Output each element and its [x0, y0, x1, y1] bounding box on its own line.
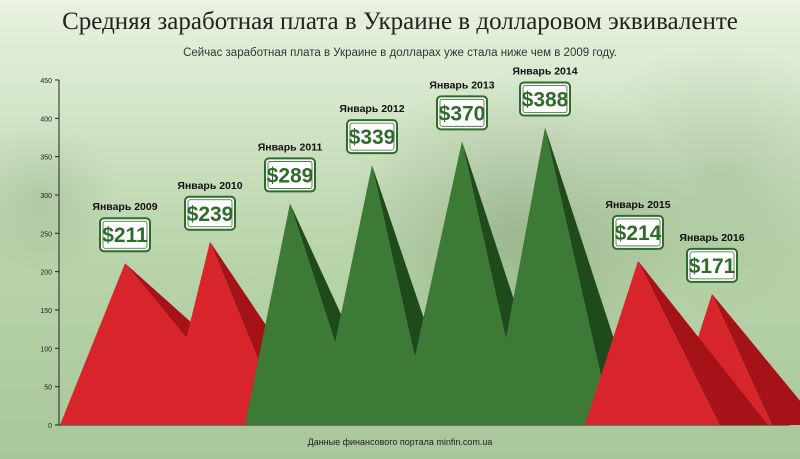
value-label: $388 [522, 89, 569, 112]
y-tick-label: 450 [40, 78, 52, 85]
peak-shadow [712, 293, 800, 425]
category-label: Январь 2011 [258, 141, 323, 153]
y-tick-label: 50 [44, 385, 52, 392]
data-peaks [60, 127, 800, 426]
value-badge-inner [615, 218, 661, 247]
value-label: $211 [102, 224, 148, 247]
value-badge [686, 247, 738, 283]
value-badge-inner [689, 251, 735, 280]
category-label: Январь 2014 [512, 66, 577, 78]
value-badge [99, 217, 151, 253]
value-badge-inner [349, 122, 395, 151]
y-tick-label: 350 [40, 155, 52, 162]
annotations: Январь 2009 $211 Январь 2010 $239 Январь 201… [92, 66, 745, 283]
peak-shadow [372, 165, 460, 425]
y-tick-label: 400 [40, 116, 52, 123]
value-label: $239 [187, 203, 234, 226]
y-tick-label: 250 [40, 231, 52, 238]
category-label: Январь 2016 [679, 232, 744, 244]
value-badge-inner [187, 199, 233, 228]
value-badge [519, 81, 571, 117]
peak-mark [585, 260, 720, 425]
value-label: $214 [615, 222, 662, 245]
value-badge-inner [439, 98, 485, 127]
value-badge-inner [522, 85, 568, 113]
category-label: Январь 2012 [339, 103, 404, 115]
y-tick-label: 100 [40, 346, 52, 353]
peak-mark [318, 165, 430, 425]
value-badge-inner [102, 220, 148, 249]
value-label: $289 [267, 164, 314, 187]
value-badge [346, 119, 398, 155]
source-note: Данные финансового портала minfin.com.ua [307, 437, 493, 447]
y-tick-label: 0 [48, 423, 52, 430]
value-label: $370 [439, 102, 486, 125]
peak-mark [490, 127, 612, 426]
y-tick-label: 150 [40, 308, 52, 315]
peak-mark [400, 141, 525, 426]
peak-6 [585, 260, 768, 425]
chart-title: Средняя заработная плата в Украине в дол… [62, 8, 738, 35]
category-label: Январь 2015 [605, 199, 670, 211]
value-badge [612, 214, 664, 250]
value-badge [436, 95, 488, 131]
y-tick-label: 300 [40, 193, 52, 200]
peak-3 [318, 165, 460, 425]
category-label: Январь 2010 [177, 180, 242, 192]
value-badge [264, 157, 316, 193]
value-label: $171 [689, 255, 736, 278]
category-label: Январь 2013 [429, 79, 494, 91]
chart-subtitle: Сейчас заработная плата в Украине в долл… [183, 47, 617, 59]
peak-shadow [638, 260, 768, 425]
value-badge-inner [267, 161, 313, 189]
value-badge [184, 195, 236, 231]
y-tick-label: 200 [40, 270, 52, 277]
value-label: $339 [349, 126, 396, 149]
category-label: Январь 2009 [92, 201, 157, 213]
